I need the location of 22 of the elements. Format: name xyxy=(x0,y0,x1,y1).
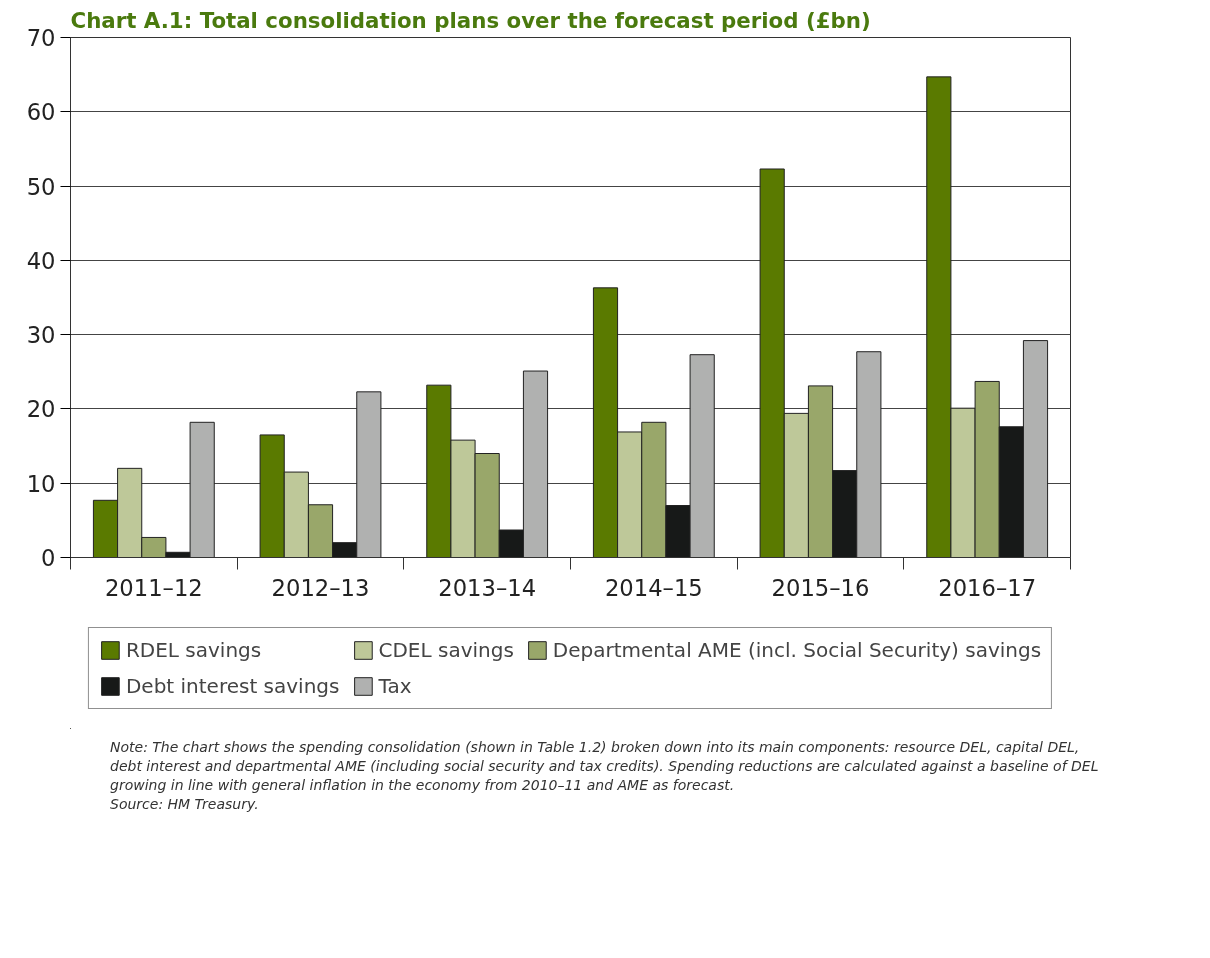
y-tick-label: 60 xyxy=(26,99,56,126)
y-tick-label: 70 xyxy=(26,25,56,51)
y-tick-label: 30 xyxy=(26,322,56,349)
y-tick-label: 0 xyxy=(41,545,56,571)
y-tick-label: 50 xyxy=(26,173,56,200)
x-tick-label: 2016–17 xyxy=(938,574,1037,601)
legend-label: Debt interest savings xyxy=(125,674,340,698)
x-tick-label: 2012–13 xyxy=(271,574,370,601)
legend-label: Departmental AME (incl. Social Security) savings xyxy=(552,638,1042,662)
x-tick-label: 2013–14 xyxy=(438,574,537,601)
x-tick-label: 2011–12 xyxy=(104,574,203,601)
source-note: Source: HM Treasury. xyxy=(110,795,259,812)
x-tick-label: 2014–15 xyxy=(604,574,703,601)
x-tick-label: 2015–16 xyxy=(771,574,870,601)
legend-label: CDEL savings xyxy=(378,638,514,662)
text: Note: The chart shows the spending consolidation (shown in Table 1.2) broken down into its main components: resource DEL, capital DEL, debt interest and departmental AME (including social security and tax credits). Spending reductions are calculated against a baseline of DEL growing in line with general inflation in the economy from 2010–11 and AME as forecast. xyxy=(110,739,1099,793)
chart-title: Chart A.1: Total consolidation plans over the forecast period (£bn) xyxy=(70,7,871,33)
legend-label: RDEL savings xyxy=(125,638,262,662)
y-tick-label: 10 xyxy=(26,470,56,497)
y-tick-label: 40 xyxy=(26,247,56,274)
y-tick-label: 20 xyxy=(26,396,56,423)
legend-label: Tax xyxy=(378,674,412,698)
